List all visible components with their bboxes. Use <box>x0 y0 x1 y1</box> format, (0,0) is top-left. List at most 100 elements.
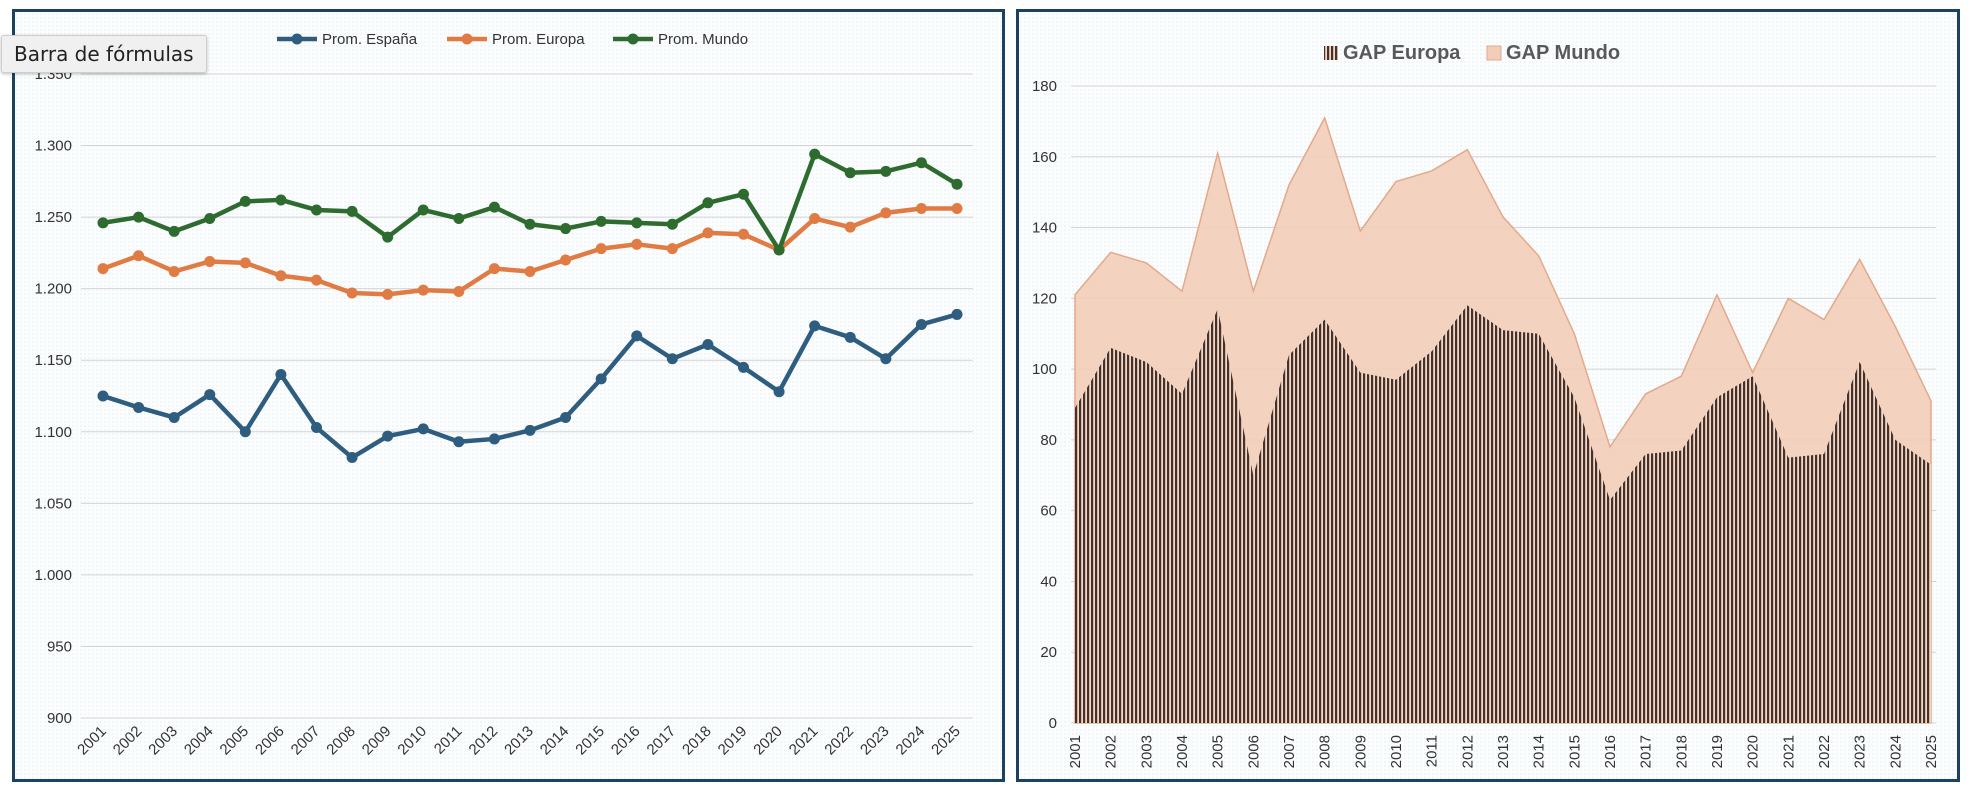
x-tick-label: 2001 <box>74 723 110 759</box>
x-tick-label: 2007 <box>1281 735 1298 768</box>
data-point <box>595 215 607 227</box>
data-point <box>346 452 358 464</box>
data-point <box>133 250 145 262</box>
data-point <box>915 203 927 215</box>
x-tick-label: 2018 <box>1673 735 1690 768</box>
x-tick-label: 2014 <box>537 723 573 759</box>
data-point <box>488 201 500 213</box>
y-tick-label: 40 <box>1040 573 1057 590</box>
data-point <box>595 243 607 255</box>
line-chart-panel[interactable]: 900 950 1.000 1.050 1.100 1.150 1.200 1.250 1.30… <box>12 9 1005 782</box>
y-tick-label: 900 <box>47 710 72 727</box>
x-tick-label: 2025 <box>1923 735 1940 768</box>
x-tick-label: 2020 <box>750 723 786 759</box>
data-point <box>311 421 322 433</box>
area-gap-europa <box>1075 305 1931 723</box>
x-tick-label: 2013 <box>501 723 537 759</box>
x-tick-label: 2011 <box>431 723 466 758</box>
x-tick-label: 2024 <box>1887 735 1904 768</box>
data-point <box>524 424 536 436</box>
x-tick-label: 2009 <box>1352 735 1369 768</box>
x-tick-label: 2013 <box>1495 735 1512 768</box>
data-point <box>631 217 643 229</box>
y-tick-label: 1.250 <box>34 209 72 226</box>
x-tick-label: 2012 <box>466 723 502 759</box>
y-tick-label: 180 <box>1032 78 1057 95</box>
data-point <box>275 194 287 206</box>
x-tick-label: 2005 <box>1210 735 1227 768</box>
x-tick-label: 2012 <box>1459 735 1476 768</box>
data-point <box>382 430 394 442</box>
data-point <box>417 204 429 216</box>
x-tick-label: 2010 <box>394 723 430 759</box>
y-tick-label: 60 <box>1040 503 1057 520</box>
data-point <box>239 426 251 438</box>
data-point <box>915 318 927 330</box>
x-tick-label: 2017 <box>644 723 680 759</box>
data-point <box>311 274 322 286</box>
data-point <box>915 157 927 169</box>
data-point <box>880 353 892 365</box>
data-point <box>666 218 678 230</box>
x-tick-label: 2011 <box>1424 735 1441 767</box>
x-tick-label: 2018 <box>679 723 715 759</box>
legend-swatch-marker <box>461 33 473 45</box>
data-point <box>168 265 180 277</box>
data-point <box>168 225 180 237</box>
data-point <box>666 353 678 365</box>
x-tick-label: 2019 <box>1709 735 1726 768</box>
x-tick-label: 2023 <box>1852 735 1869 768</box>
y-tick-label: 950 <box>47 638 72 655</box>
x-tick-label: 2023 <box>857 723 893 759</box>
x-tick-label: 2016 <box>608 723 644 759</box>
data-point <box>382 231 394 243</box>
data-point <box>631 238 643 250</box>
x-tick-label: 2001 <box>1067 735 1084 768</box>
data-point <box>524 265 536 277</box>
data-point <box>346 205 358 217</box>
x-tick-label: 2006 <box>252 723 288 759</box>
legend-label: GAP Europa <box>1343 42 1461 64</box>
legend-swatch-marker <box>627 33 639 45</box>
y-tick-label: 20 <box>1040 644 1057 661</box>
x-tick-label: 2021 <box>1780 735 1797 768</box>
legend-swatch-marker <box>291 33 303 45</box>
line-chart: 900 950 1.000 1.050 1.100 1.150 1.200 1.250 1.30… <box>34 31 973 759</box>
data-point <box>275 369 287 381</box>
y-tick-label: 160 <box>1032 149 1057 166</box>
y-tick-label: 120 <box>1032 290 1057 307</box>
y-tick-label: 1.100 <box>34 424 72 441</box>
data-point <box>204 213 216 225</box>
x-tick-label: 2004 <box>1174 735 1191 768</box>
data-point <box>702 197 714 209</box>
x-tick-label: 2020 <box>1745 735 1762 768</box>
data-point <box>844 167 856 179</box>
data-point <box>417 284 429 296</box>
data-point <box>951 203 963 215</box>
data-point <box>311 204 322 216</box>
data-point <box>844 221 856 233</box>
y-tick-label: 1.300 <box>34 138 72 155</box>
data-point <box>488 433 500 445</box>
x-tick-label: 2009 <box>359 723 395 759</box>
legend-swatch-gap-europa <box>1324 46 1338 60</box>
x-tick-label: 2003 <box>145 723 181 759</box>
x-tick-label: 2025 <box>928 723 964 759</box>
area-chart-panel[interactable]: 0 20 40 60 80 100 120 140 160 180 2001 2002 2003 2004… <box>1016 9 1960 782</box>
data-point <box>809 148 821 160</box>
data-point <box>738 188 749 200</box>
data-point <box>97 217 109 229</box>
data-point <box>738 361 749 373</box>
data-point <box>951 308 963 320</box>
legend-label: GAP Mundo <box>1506 42 1620 64</box>
x-tick-label: 2015 <box>1566 735 1583 768</box>
y-tick-label: 1.000 <box>34 567 72 584</box>
x-tick-label: 2021 <box>786 723 822 759</box>
y-tick-label: 100 <box>1032 361 1057 378</box>
x-tick-label: 2005 <box>217 723 253 759</box>
data-point <box>168 411 180 423</box>
data-point <box>453 213 465 225</box>
legend-swatch-gap-mundo <box>1486 45 1502 61</box>
data-point <box>204 389 216 401</box>
data-point <box>239 257 251 269</box>
